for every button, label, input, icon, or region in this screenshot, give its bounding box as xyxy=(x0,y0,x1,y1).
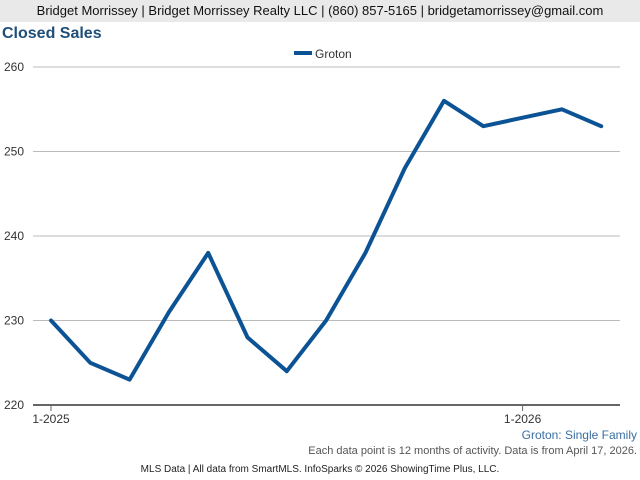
chart-subtitle: Groton: Single Family xyxy=(521,428,637,442)
legend-label-groton: Groton xyxy=(315,47,352,61)
y-tick-label-260: 260 xyxy=(4,60,24,74)
y-axis-ticks: 220 230 240 250 260 xyxy=(4,60,24,412)
contact-text: Bridget Morrissey | Bridget Morrissey Re… xyxy=(36,3,604,18)
contact-bar: Bridget Morrissey | Bridget Morrissey Re… xyxy=(0,0,640,22)
x-axis: 1-2025 1-2026 xyxy=(32,404,620,426)
y-tick-label-230: 230 xyxy=(4,314,24,328)
y-tick-label-250: 250 xyxy=(4,145,24,159)
legend: Groton xyxy=(294,47,352,61)
y-tick-label-220: 220 xyxy=(4,398,24,412)
gridlines xyxy=(33,66,620,321)
chart-title: Closed Sales xyxy=(2,25,102,42)
source-footer: MLS Data | All data from SmartMLS. InfoS… xyxy=(140,464,500,475)
series-lines xyxy=(49,98,604,382)
x-tick-label-1-2025: 1-2025 xyxy=(32,412,70,426)
legend-swatch-groton xyxy=(294,51,312,55)
x-tick-label-1-2026: 1-2026 xyxy=(504,412,542,426)
y-tick-label-240: 240 xyxy=(4,229,24,243)
data-note: Each data point is 12 months of activity… xyxy=(308,445,637,457)
series-line-groton xyxy=(49,98,604,382)
